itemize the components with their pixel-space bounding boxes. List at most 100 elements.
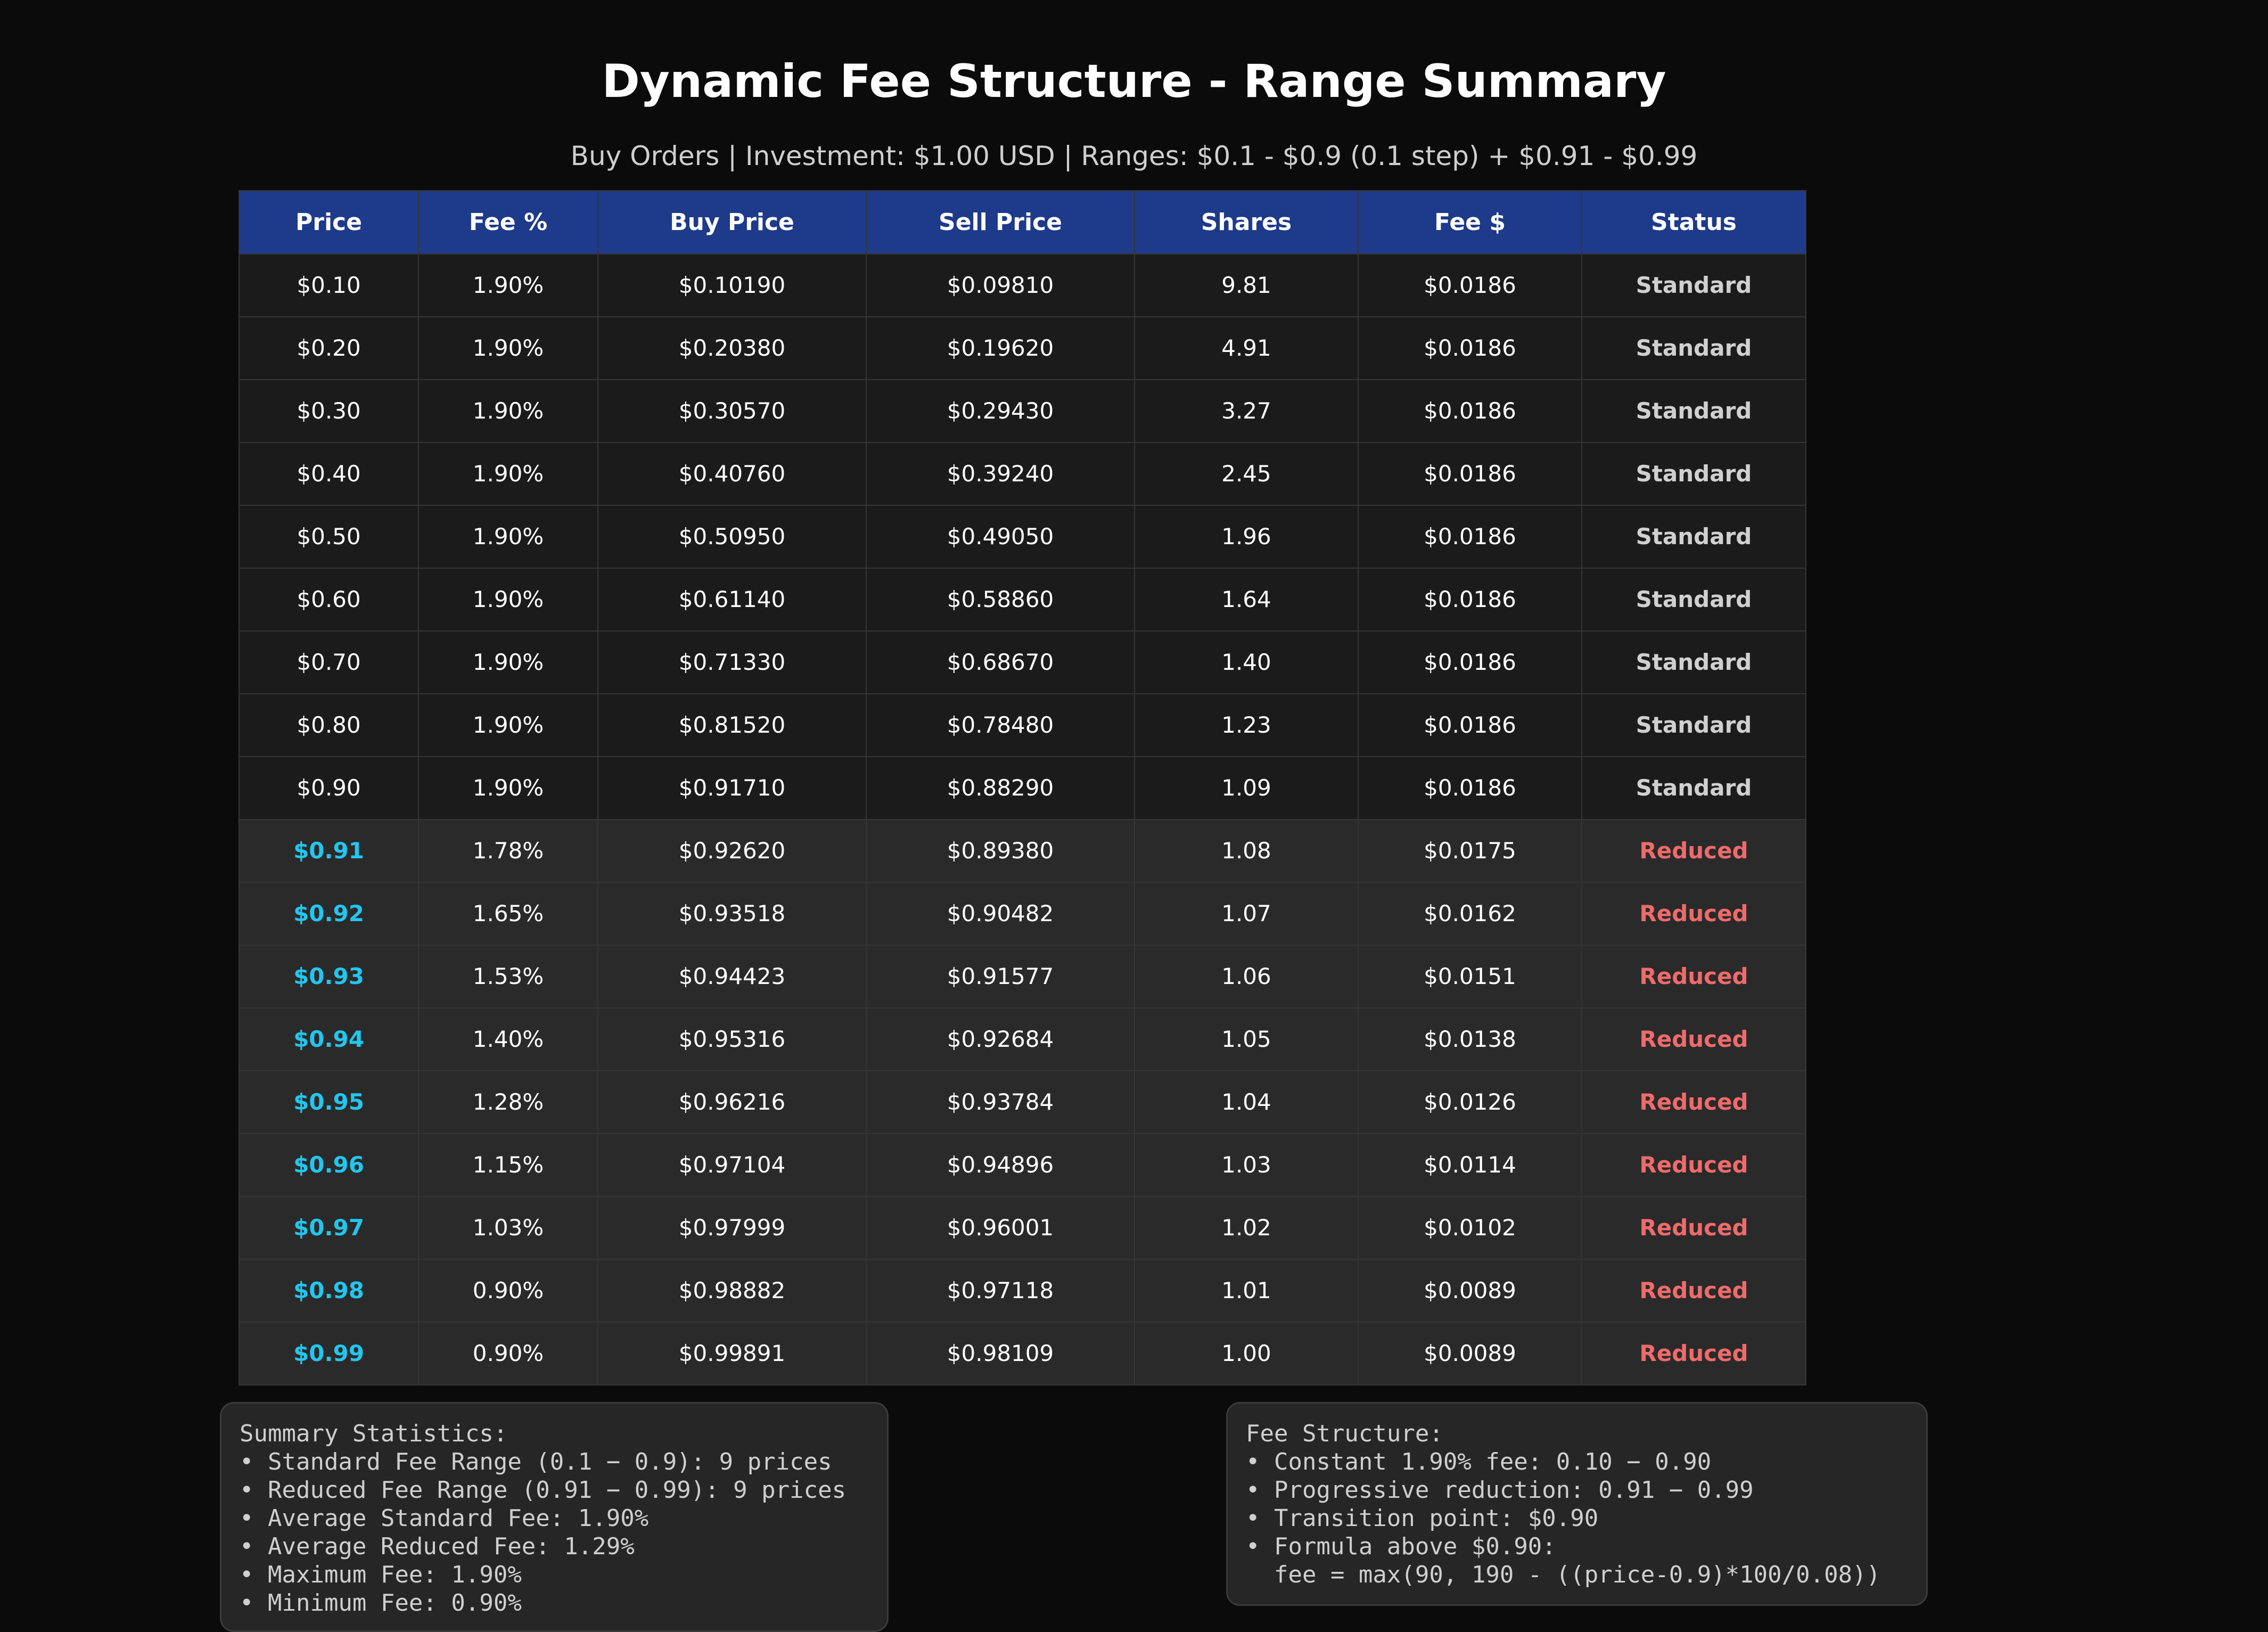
fee-dollar-cell: $0.0102 xyxy=(1358,1196,1582,1260)
fee-dollar-cell: $0.0175 xyxy=(1358,819,1582,883)
fee-structure-heading: Fee Structure: xyxy=(1246,1420,1443,1447)
buy-price-cell: $0.10190 xyxy=(597,253,867,317)
summary-heading: Summary Statistics: xyxy=(240,1420,508,1447)
shares-cell: 1.01 xyxy=(1134,1259,1359,1323)
shares-cell: 1.07 xyxy=(1134,882,1359,946)
price-cell: $0.20 xyxy=(239,316,419,380)
sell-price-cell: $0.94896 xyxy=(866,1133,1135,1197)
summary-line: • Average Standard Fee: 1.90% xyxy=(240,1505,649,1532)
fee-percent-cell: 1.90% xyxy=(418,316,598,380)
sell-price-cell: $0.19620 xyxy=(866,316,1135,380)
price-cell: $0.92 xyxy=(239,882,419,946)
fee-structure-line: • Constant 1.90% fee: 0.10 − 0.90 xyxy=(1246,1448,1712,1475)
fee-formula: fee = max(90, 190 - ((price-0.9)*100/0.0… xyxy=(1246,1561,1881,1588)
fee-dollar-cell: $0.0138 xyxy=(1358,1007,1582,1071)
table-row: $0.80 1.90% $0.81520 $0.78480 1.23 $0.0186 Sta… xyxy=(239,693,1806,757)
sell-price-cell: $0.58860 xyxy=(866,568,1135,632)
shares-cell: 1.96 xyxy=(1134,505,1359,569)
fee-dollar-cell: $0.0186 xyxy=(1358,756,1582,820)
sell-price-cell: $0.78480 xyxy=(866,693,1135,757)
buy-price-cell: $0.95316 xyxy=(597,1007,867,1071)
column-header-fee-dollar: Fee $ xyxy=(1358,190,1582,255)
buy-price-cell: $0.40760 xyxy=(597,442,867,506)
price-cell: $0.80 xyxy=(239,693,419,757)
page-subtitle: Buy Orders | Investment: $1.00 USD | Ran… xyxy=(570,141,1698,171)
sell-price-cell: $0.93784 xyxy=(866,1070,1135,1134)
table-row: $0.97 1.03% $0.97999 $0.96001 1.02 $0.0102 Red… xyxy=(239,1196,1806,1260)
shares-cell: 1.02 xyxy=(1134,1196,1359,1260)
status-cell: Standard xyxy=(1581,379,1806,443)
price-cell: $0.94 xyxy=(239,1007,419,1071)
status-cell: Reduced xyxy=(1581,1322,1806,1385)
fee-percent-cell: 1.90% xyxy=(418,630,598,694)
fee-dollar-cell: $0.0151 xyxy=(1358,945,1582,1008)
fee-percent-cell: 0.90% xyxy=(418,1259,598,1323)
buy-price-cell: $0.96216 xyxy=(597,1070,867,1134)
column-header-fee-percent: Fee % xyxy=(418,190,598,255)
fee-table-body: $0.10 1.90% $0.10190 $0.09810 9.81 $0.0186 Sta… xyxy=(239,253,1806,1385)
fee-dollar-cell: $0.0186 xyxy=(1358,505,1582,569)
fee-dollar-cell: $0.0089 xyxy=(1358,1322,1582,1385)
status-cell: Reduced xyxy=(1581,1070,1806,1134)
fee-dollar-cell: $0.0186 xyxy=(1358,630,1582,694)
buy-price-cell: $0.61140 xyxy=(597,568,867,632)
sell-price-cell: $0.49050 xyxy=(866,505,1135,569)
fee-percent-cell: 1.15% xyxy=(418,1133,598,1197)
price-cell: $0.95 xyxy=(239,1070,419,1134)
price-cell: $0.91 xyxy=(239,819,419,883)
fee-dollar-cell: $0.0089 xyxy=(1358,1259,1582,1323)
sell-price-cell: $0.39240 xyxy=(866,442,1135,506)
status-cell: Reduced xyxy=(1581,1196,1806,1260)
table-row: $0.60 1.90% $0.61140 $0.58860 1.64 $0.0186 Sta… xyxy=(239,568,1806,632)
sell-price-cell: $0.68670 xyxy=(866,630,1135,694)
price-cell: $0.99 xyxy=(239,1322,419,1385)
status-cell: Reduced xyxy=(1581,1007,1806,1071)
sell-price-cell: $0.89380 xyxy=(866,819,1135,883)
summary-line: • Reduced Fee Range (0.91 − 0.99): 9 pri… xyxy=(240,1477,847,1504)
fee-percent-cell: 1.90% xyxy=(418,568,598,632)
price-cell: $0.50 xyxy=(239,505,419,569)
sell-price-cell: $0.88290 xyxy=(866,756,1135,820)
fee-percent-cell: 1.03% xyxy=(418,1196,598,1260)
price-cell: $0.98 xyxy=(239,1259,419,1323)
fee-structure-line: • Formula above $0.90: xyxy=(1246,1533,1556,1560)
price-cell: $0.70 xyxy=(239,630,419,694)
sell-price-cell: $0.09810 xyxy=(866,253,1135,317)
fee-dollar-cell: $0.0162 xyxy=(1358,882,1582,946)
buy-price-cell: $0.71330 xyxy=(597,630,867,694)
price-cell: $0.97 xyxy=(239,1196,419,1260)
summary-line: • Average Reduced Fee: 1.29% xyxy=(240,1533,635,1560)
table-row: $0.91 1.78% $0.92620 $0.89380 1.08 $0.0175 Red… xyxy=(239,819,1806,883)
page-title: Dynamic Fee Structure - Range Summary xyxy=(602,55,1666,108)
shares-cell: 1.64 xyxy=(1134,568,1359,632)
fee-table: Price Fee % Buy Price Sell Price Shares … xyxy=(239,190,1806,1385)
sell-price-cell: $0.91577 xyxy=(866,945,1135,1008)
buy-price-cell: $0.30570 xyxy=(597,379,867,443)
shares-cell: 9.81 xyxy=(1134,253,1359,317)
fee-structure-line: • Progressive reduction: 0.91 − 0.99 xyxy=(1246,1477,1754,1504)
shares-cell: 1.23 xyxy=(1134,693,1359,757)
buy-price-cell: $0.97104 xyxy=(597,1133,867,1197)
status-cell: Standard xyxy=(1581,756,1806,820)
sell-price-cell: $0.96001 xyxy=(866,1196,1135,1260)
fee-dollar-cell: $0.0186 xyxy=(1358,379,1582,443)
price-cell: $0.93 xyxy=(239,945,419,1008)
buy-price-cell: $0.20380 xyxy=(597,316,867,380)
fee-dollar-cell: $0.0186 xyxy=(1358,442,1582,506)
price-cell: $0.96 xyxy=(239,1133,419,1197)
shares-cell: 1.09 xyxy=(1134,756,1359,820)
fee-dollar-cell: $0.0186 xyxy=(1358,693,1582,757)
status-cell: Reduced xyxy=(1581,819,1806,883)
table-row: $0.20 1.90% $0.20380 $0.19620 4.91 $0.0186 Sta… xyxy=(239,316,1806,380)
price-cell: $0.30 xyxy=(239,379,419,443)
fee-dollar-cell: $0.0186 xyxy=(1358,253,1582,317)
table-row: $0.30 1.90% $0.30570 $0.29430 3.27 $0.0186 Sta… xyxy=(239,379,1806,443)
price-cell: $0.10 xyxy=(239,253,419,317)
fee-percent-cell: 1.90% xyxy=(418,253,598,317)
fee-percent-cell: 1.90% xyxy=(418,693,598,757)
table-row: $0.10 1.90% $0.10190 $0.09810 9.81 $0.0186 Sta… xyxy=(239,253,1806,317)
status-cell: Reduced xyxy=(1581,945,1806,1008)
column-header-price: Price xyxy=(239,190,419,255)
status-cell: Standard xyxy=(1581,316,1806,380)
table-row: $0.96 1.15% $0.97104 $0.94896 1.03 $0.0114 Red… xyxy=(239,1133,1806,1197)
